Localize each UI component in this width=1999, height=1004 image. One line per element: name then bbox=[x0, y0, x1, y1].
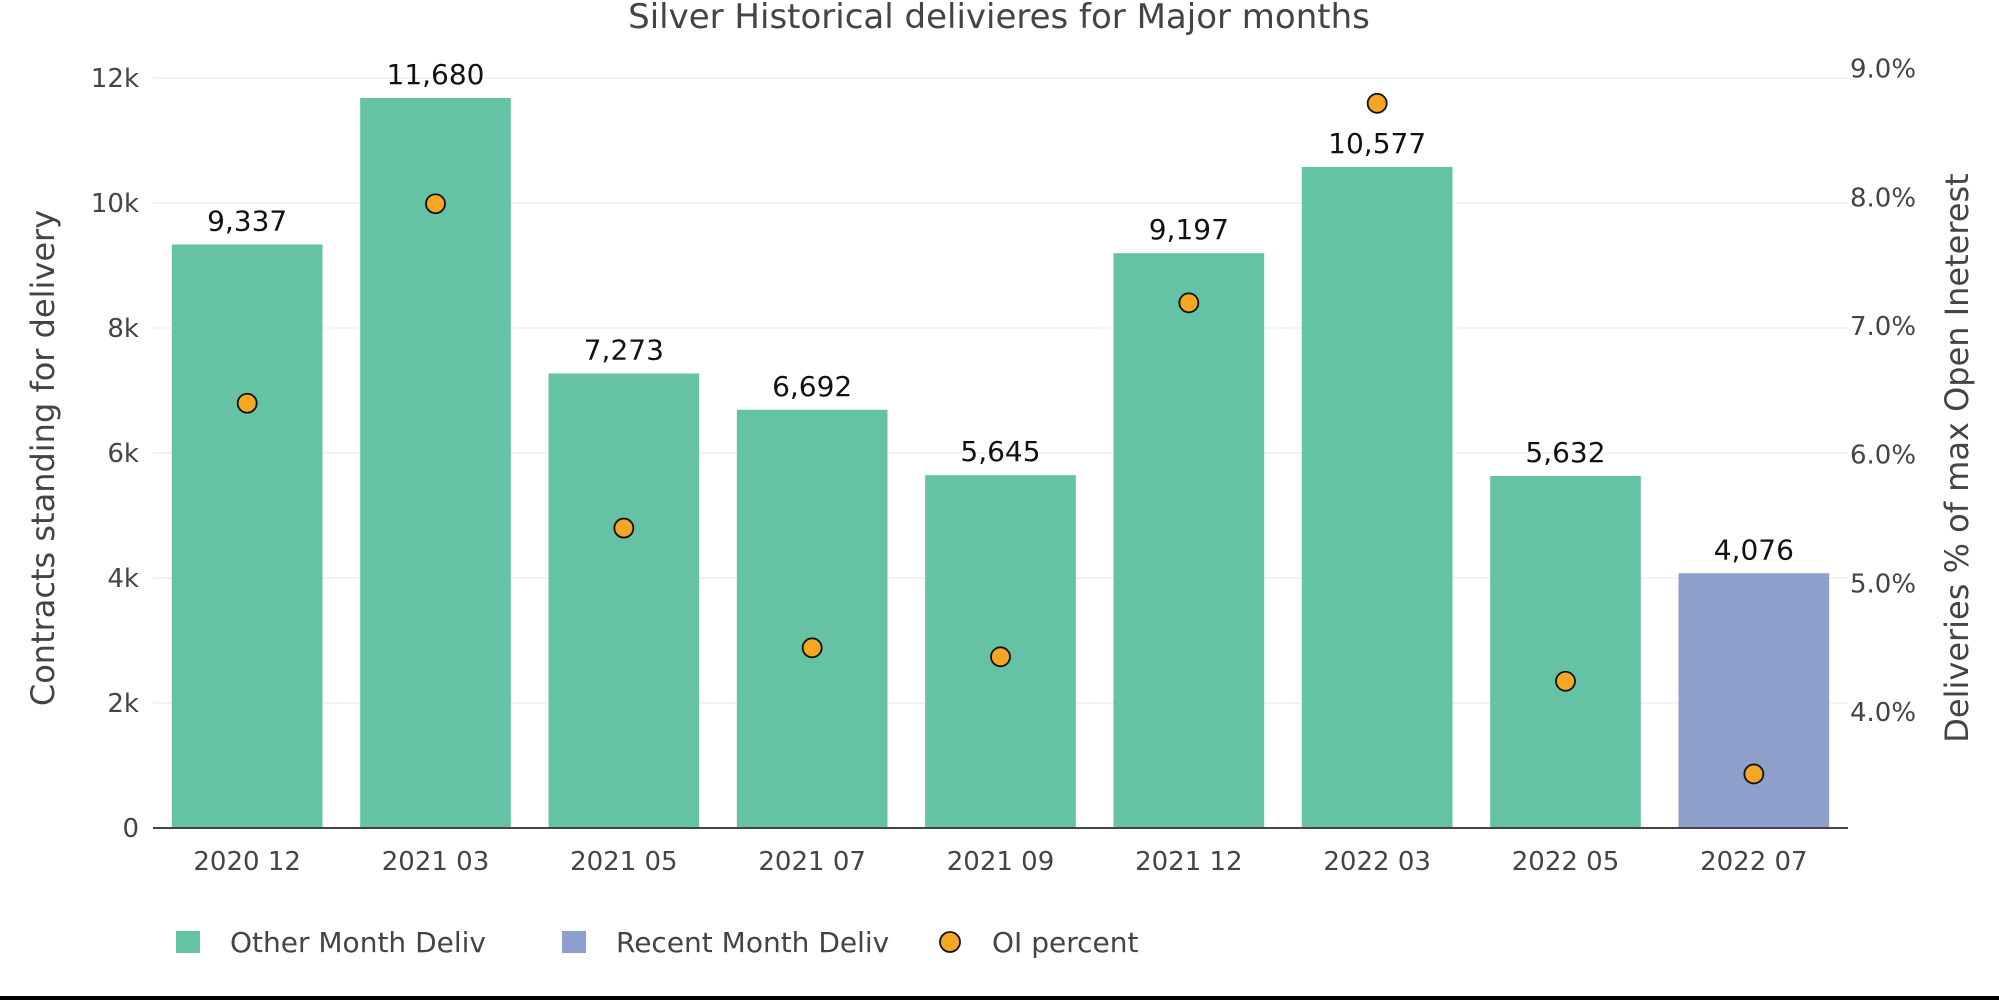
x-tick-label: 2022 03 bbox=[1323, 847, 1431, 877]
x-tick-label: 2021 09 bbox=[947, 847, 1055, 877]
legend: Other Month Deliv Recent Month Deliv OI pe… bbox=[176, 926, 1138, 959]
oi-percent-point bbox=[1178, 292, 1200, 314]
oi-percent-point bbox=[236, 392, 258, 414]
bars bbox=[171, 98, 1830, 828]
bar-labels: 9,337 11,680 7,273 6,692 5,645 9,197 10,577 5,6… bbox=[207, 58, 1794, 566]
legend-swatch bbox=[562, 931, 586, 953]
y-tick-label: 2k bbox=[107, 689, 139, 719]
oi-percent-point bbox=[1555, 670, 1576, 692]
y-tick-label: 10k bbox=[91, 189, 139, 219]
right-axis-ticks: 4.0% 5.0% 6.0% 7.0% 8.0% 9.0% bbox=[1850, 55, 1916, 729]
y2-tick-label: 5.0% bbox=[1850, 569, 1916, 599]
x-tick-label: 2021 12 bbox=[1135, 847, 1243, 877]
bar-value-label: 11,680 bbox=[387, 58, 485, 91]
bar-value-label: 5,632 bbox=[1525, 436, 1605, 469]
legend-swatch bbox=[176, 931, 200, 953]
bar-2022-07 bbox=[1678, 573, 1830, 828]
x-tick-label: 2021 05 bbox=[570, 847, 678, 877]
x-tick-label: 2022 05 bbox=[1512, 847, 1620, 877]
legend-label: Other Month Deliv bbox=[230, 926, 486, 959]
bar-2021-07 bbox=[736, 409, 888, 828]
left-axis-ticks: 0 2k 4k 6k 8k 10k 12k bbox=[91, 64, 139, 844]
bar-value-label: 7,273 bbox=[584, 333, 664, 366]
x-tick-label: 2021 03 bbox=[382, 847, 490, 877]
legend-label: Recent Month Deliv bbox=[616, 926, 889, 959]
y-tick-label: 8k bbox=[107, 314, 139, 344]
bar-2021-05 bbox=[548, 373, 700, 828]
bar-2022-03 bbox=[1301, 166, 1453, 828]
x-tick-label: 2021 07 bbox=[758, 847, 866, 877]
y-tick-label: 12k bbox=[91, 64, 139, 94]
bar-value-label: 10,577 bbox=[1328, 127, 1426, 160]
x-axis-ticks: 2020 12 2021 03 2021 05 2021 07 2021 09 2021 … bbox=[193, 847, 1807, 877]
oi-percent-points bbox=[236, 92, 1765, 785]
y2-tick-label: 7.0% bbox=[1850, 312, 1916, 342]
y2-tick-label: 8.0% bbox=[1850, 183, 1916, 213]
oi-percent-point bbox=[1366, 92, 1388, 114]
bar-value-label: 4,076 bbox=[1714, 533, 1794, 566]
legend-marker bbox=[939, 931, 961, 953]
bar-2021-12 bbox=[1113, 253, 1265, 828]
bar-value-label: 5,645 bbox=[960, 435, 1040, 468]
x-tick-label: 2022 07 bbox=[1700, 847, 1808, 877]
bar-value-label: 9,337 bbox=[207, 204, 287, 237]
bar-value-label: 9,197 bbox=[1149, 213, 1229, 246]
oi-percent-point bbox=[613, 517, 635, 539]
y-axis-title: Contracts standing for delivery bbox=[24, 210, 62, 706]
y-tick-label: 4k bbox=[107, 564, 139, 594]
y2-tick-label: 4.0% bbox=[1850, 698, 1916, 728]
bar-2021-03 bbox=[360, 98, 511, 828]
bar-2022-05 bbox=[1490, 476, 1641, 828]
bar-value-label: 6,692 bbox=[772, 370, 852, 403]
oi-percent-point bbox=[801, 637, 823, 659]
y-tick-label: 6k bbox=[107, 439, 139, 469]
oi-percent-point bbox=[990, 646, 1011, 668]
y-tick-label: 0 bbox=[122, 814, 139, 844]
chart-title: Silver Historical delivieres for Major m… bbox=[628, 0, 1370, 37]
y2-tick-label: 6.0% bbox=[1850, 441, 1916, 471]
x-tick-label: 2020 12 bbox=[193, 847, 301, 877]
bar-2020-12 bbox=[171, 244, 323, 828]
oi-percent-point bbox=[425, 193, 446, 215]
oi-percent-point bbox=[1743, 763, 1765, 785]
y2-tick-label: 9.0% bbox=[1850, 55, 1916, 85]
y2-axis-title: Deliveries % of max Open Ineterest bbox=[1938, 173, 1976, 742]
legend-label: OI percent bbox=[992, 926, 1138, 959]
